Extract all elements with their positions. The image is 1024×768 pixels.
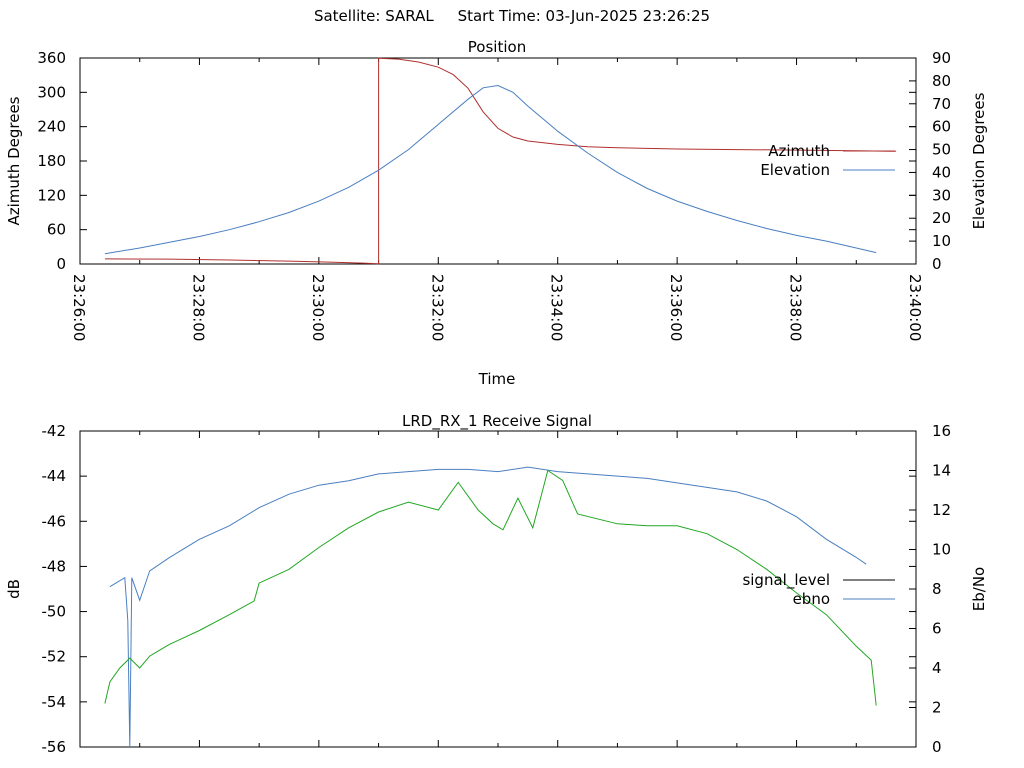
position-series [104,57,897,265]
y2-tick-label: 2 [932,699,942,717]
legend-label: ebno [793,590,830,608]
y2-tick-label: 90 [932,49,951,67]
y-tick-label: 300 [37,83,66,101]
y2-tick-label: 0 [932,255,942,273]
signal-chart-title: LRD_RX_1 Receive Signal [402,412,592,431]
y-tick-label: -54 [42,693,67,711]
y2-tick-label: 30 [932,186,951,204]
y-tick-label: 240 [37,118,66,136]
y-tick-label: -46 [42,512,67,530]
y2-tick-label: 20 [932,209,951,227]
y2-tick-label: 80 [932,72,951,90]
y-tick-label: -50 [42,603,67,621]
position-y2-ticks: 0 10 20 30 40 50 60 70 80 90 [909,49,951,273]
y2-tick-label: 6 [932,620,942,638]
y2-tick-label: 12 [932,501,951,519]
y2-tick-label: 4 [932,659,942,677]
y2-tick-label: 40 [932,163,951,181]
x-tick-label: 23:40:00 [906,274,924,341]
position-x-ticks: 23:26:00 23:28:00 23:30:00 23:32:00 23:34:00… [70,58,924,341]
signal-y2-ticks: 0 2 4 6 8 10 12 14 16 [909,422,951,756]
y2-tick-label: 50 [932,141,951,159]
series-line-signal_level [109,466,867,748]
y-tick-label: 180 [37,152,66,170]
y2-tick-label: 70 [932,95,951,113]
signal-plot-border [79,430,917,748]
series-line-ebno [104,469,877,706]
y-tick-label: 60 [47,221,66,239]
y-tick-label: -56 [42,738,67,756]
y-tick-label: -44 [42,467,67,485]
x-tick-label: 23:38:00 [787,274,805,341]
y2-tick-label: 10 [932,541,951,559]
signal-y-axis-label: dB [5,579,23,599]
signal-y-ticks: -56 -54 -52 -50 -48 -46 -44 -42 [42,422,916,756]
x-tick-label: 23:32:00 [428,274,446,341]
series-line-Elevation [104,84,877,255]
position-chart-title: Position [468,38,526,56]
x-tick-label: 23:34:00 [548,274,566,341]
position-y-axis-label: Azimuth Degrees [5,96,23,225]
signal-y2-axis-label: Eb/No [970,567,988,611]
y-tick-label: -48 [42,557,67,575]
y2-tick-label: 14 [932,462,951,480]
y2-tick-label: 8 [932,580,942,598]
y2-tick-label: 0 [932,738,942,756]
position-y2-axis-label: Elevation Degrees [970,92,988,229]
series-line-Azimuth [104,57,897,265]
legend-label: signal_level [742,571,830,590]
y2-tick-label: 10 [932,232,951,250]
legend-label: Elevation [760,161,830,179]
signal-x-ticks [79,431,917,747]
y-tick-label: 0 [56,255,66,273]
y-tick-label: -42 [42,422,67,440]
legend-label: Azimuth [768,142,830,160]
y-tick-label: 120 [37,186,66,204]
signal-series [104,466,877,748]
x-tick-label: 23:26:00 [70,274,88,341]
y2-tick-label: 60 [932,118,951,136]
y2-tick-label: 16 [932,422,951,440]
signal-chart: LRD_RX_1 Receive Signal dB Eb/No -56-54-… [5,412,988,756]
y-tick-label: -52 [42,648,67,666]
x-tick-label: 23:30:00 [309,274,327,341]
x-tick-label: 23:28:00 [189,274,207,341]
position-x-axis-label: Time [478,370,516,388]
position-chart: Position Azimuth Degrees Elevation Degre… [5,38,988,388]
x-tick-label: 23:36:00 [667,274,685,341]
y-tick-label: 360 [37,49,66,67]
